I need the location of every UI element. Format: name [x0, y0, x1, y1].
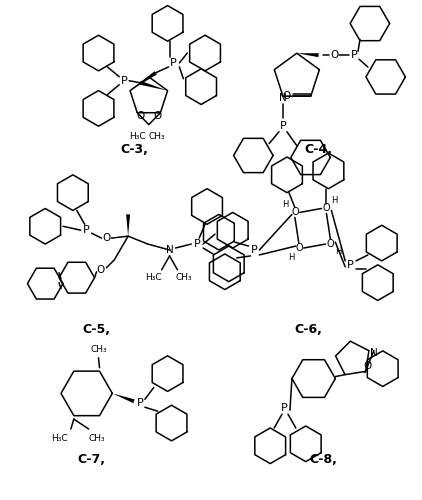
Text: P: P [170, 58, 177, 68]
Text: CH₃: CH₃ [175, 273, 192, 282]
Text: H₃C: H₃C [129, 132, 145, 141]
Polygon shape [112, 394, 135, 403]
Text: H₃C: H₃C [51, 434, 68, 444]
Text: P: P [251, 245, 258, 255]
Text: O: O [330, 50, 338, 60]
Text: O: O [136, 110, 144, 120]
Text: CH₃: CH₃ [90, 346, 107, 354]
Text: P: P [351, 50, 357, 60]
Text: P: P [279, 121, 286, 131]
Text: O: O [96, 265, 105, 275]
Text: O: O [291, 208, 299, 218]
Text: O: O [295, 243, 303, 253]
Text: H: H [331, 196, 338, 205]
Text: O: O [363, 362, 372, 372]
Text: H: H [282, 200, 288, 209]
Text: H₃C: H₃C [146, 273, 162, 282]
Text: P: P [121, 76, 127, 86]
Text: C-3,: C-3, [120, 142, 148, 156]
Text: O: O [327, 239, 334, 249]
Text: C-4,: C-4, [305, 142, 333, 156]
Text: O: O [102, 233, 111, 243]
Text: C-6,: C-6, [295, 322, 323, 336]
Text: P: P [347, 260, 354, 270]
Text: C-8,: C-8, [310, 453, 338, 466]
Text: O: O [323, 204, 330, 214]
Text: N: N [279, 93, 287, 103]
Text: P: P [83, 225, 90, 235]
Text: N: N [370, 348, 378, 358]
Text: O: O [153, 110, 162, 120]
Polygon shape [126, 214, 130, 236]
Text: P: P [194, 239, 200, 249]
Polygon shape [130, 71, 157, 90]
Text: C-5,: C-5, [83, 322, 111, 336]
Text: O: O [282, 91, 290, 101]
Text: N: N [166, 245, 173, 255]
Text: H: H [288, 254, 294, 262]
Text: P: P [137, 398, 143, 408]
Text: CH₃: CH₃ [88, 434, 105, 444]
Text: H: H [335, 248, 341, 256]
Text: CH₃: CH₃ [149, 132, 165, 141]
Polygon shape [297, 53, 319, 57]
Text: P: P [281, 403, 287, 413]
Polygon shape [139, 81, 168, 90]
Text: C-7,: C-7, [78, 453, 106, 466]
